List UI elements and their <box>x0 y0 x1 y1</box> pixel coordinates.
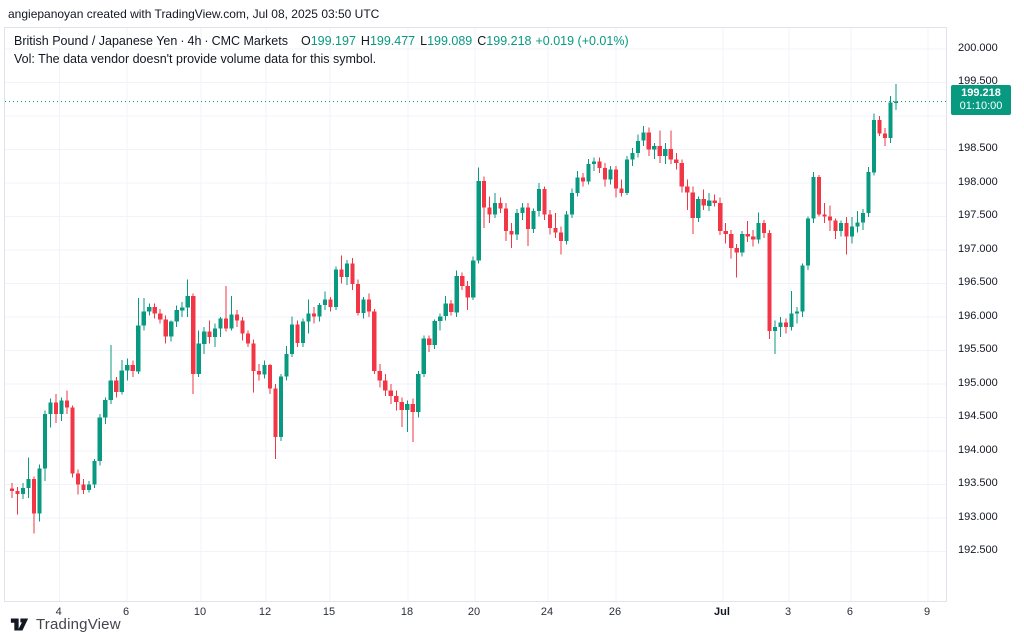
time-axis-label: 12 <box>258 606 272 618</box>
price-axis-label: 196.500 <box>958 276 998 289</box>
time-axis-label: 20 <box>467 606 481 618</box>
candlestick-svg <box>5 28 946 601</box>
time-axis-label: 6 <box>846 606 854 618</box>
tradingview-logo-icon <box>10 618 29 631</box>
time-axis-label: 3 <box>784 606 792 618</box>
price-axis-label: 199.500 <box>958 75 998 88</box>
volume-note: Vol: The data vendor doesn't provide vol… <box>14 52 377 66</box>
time-axis[interactable]: 4 6 10 12 15 18 20 24 26 Jul 3 6 9 <box>4 600 945 624</box>
price-axis-label: 197.000 <box>958 242 998 255</box>
price-axis-label: 193.500 <box>958 477 998 490</box>
bar-countdown: 01:10:00 <box>959 100 1003 113</box>
close-label: C <box>477 34 487 48</box>
price-axis[interactable]: 199.218 01:10:00 200.000 199.500 198.500 19… <box>946 27 1024 600</box>
price-axis-label: 195.000 <box>958 376 998 389</box>
time-axis-label: 15 <box>322 606 336 618</box>
tradingview-brand[interactable]: TradingView <box>10 615 121 634</box>
price-axis-label: 194.000 <box>958 443 998 456</box>
price-axis-label: 194.500 <box>958 410 998 423</box>
time-axis-label: 26 <box>608 606 622 618</box>
low-label: L <box>420 34 428 48</box>
interval-label[interactable]: 4h <box>187 34 202 48</box>
legend-separator: · <box>180 34 185 48</box>
price-axis-label: 197.500 <box>958 209 998 222</box>
brand-text: TradingView <box>36 616 121 633</box>
attribution-text: angiepanoyan created with TradingView.co… <box>8 7 380 21</box>
open-value: 199.197 <box>310 34 356 48</box>
low-value: 199.089 <box>427 34 473 48</box>
time-axis-label: Jul <box>714 606 730 618</box>
chart-legend: British Pound / Japanese Yen · 4h · CMC Mark… <box>14 34 629 48</box>
chart-pane[interactable]: British Pound / Japanese Yen · 4h · CMC Mark… <box>4 27 947 602</box>
time-axis-label: 24 <box>540 606 554 618</box>
time-axis-label: 18 <box>400 606 414 618</box>
price-badge: 199.218 01:10:00 <box>951 85 1011 116</box>
last-price: 199.218 <box>961 87 1001 100</box>
price-axis-label: 200.000 <box>958 41 998 54</box>
open-label: O <box>300 34 311 48</box>
time-axis-label: 4 <box>55 606 62 618</box>
time-axis-label: 9 <box>923 606 931 618</box>
ohlc-values: O199.197 H199.477 L199.089 C199.218 +0.019 (… <box>296 34 629 48</box>
price-axis-label: 198.500 <box>958 142 998 155</box>
high-value: 199.477 <box>369 34 416 48</box>
symbol-title[interactable]: British Pound / Japanese Yen <box>14 34 178 48</box>
price-axis-label: 198.000 <box>958 175 998 188</box>
price-axis-label: 196.000 <box>958 309 998 322</box>
price-axis-label: 192.500 <box>958 544 998 557</box>
change-value: +0.019 (+0.01%) <box>535 34 629 48</box>
time-axis-label: 6 <box>122 606 130 618</box>
legend-separator: · <box>204 34 209 48</box>
high-label: H <box>360 34 370 48</box>
exchange-label: CMC Markets <box>211 34 288 48</box>
close-value: 199.218 <box>486 34 532 48</box>
price-axis-label: 193.000 <box>958 510 998 523</box>
time-axis-label: 10 <box>193 606 207 618</box>
price-axis-label: 195.500 <box>958 343 998 356</box>
